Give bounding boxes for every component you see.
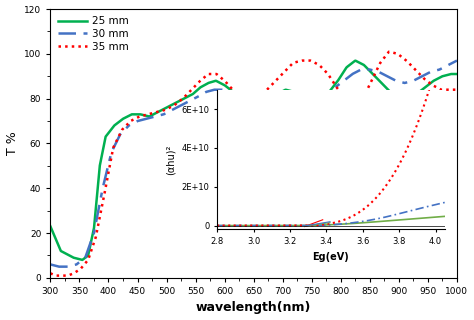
Line: 25 mm: 25 mm	[50, 61, 457, 260]
35 mm	[315, 62, 321, 66]
30 mm	[177, 104, 182, 108]
25 mm	[80, 258, 85, 262]
35 mm	[387, 50, 392, 54]
30 mm	[147, 116, 153, 120]
25 mm	[454, 72, 460, 76]
35 mm	[454, 88, 460, 92]
25 mm	[315, 100, 321, 103]
35 mm	[147, 112, 153, 116]
30 mm	[47, 262, 53, 266]
35 mm	[365, 87, 370, 91]
25 mm	[177, 99, 182, 103]
25 mm	[47, 224, 53, 228]
30 mm	[315, 94, 321, 98]
35 mm	[163, 108, 168, 112]
X-axis label: wavelength(nm): wavelength(nm)	[196, 301, 311, 315]
35 mm	[415, 70, 421, 74]
30 mm	[415, 77, 420, 81]
30 mm	[454, 59, 460, 62]
Line: 35 mm: 35 mm	[50, 52, 457, 276]
Line: 30 mm: 30 mm	[50, 60, 457, 267]
25 mm	[163, 106, 168, 110]
35 mm	[177, 99, 182, 103]
25 mm	[415, 91, 421, 95]
25 mm	[147, 114, 153, 118]
30 mm	[56, 265, 62, 268]
30 mm	[163, 111, 168, 115]
Y-axis label: T %: T %	[6, 132, 18, 155]
35 mm	[54, 274, 59, 277]
35 mm	[47, 271, 53, 275]
Legend: 25 mm, 30 mm, 35 mm: 25 mm, 30 mm, 35 mm	[55, 14, 131, 54]
25 mm	[365, 67, 371, 71]
25 mm	[352, 59, 358, 63]
30 mm	[365, 68, 370, 71]
